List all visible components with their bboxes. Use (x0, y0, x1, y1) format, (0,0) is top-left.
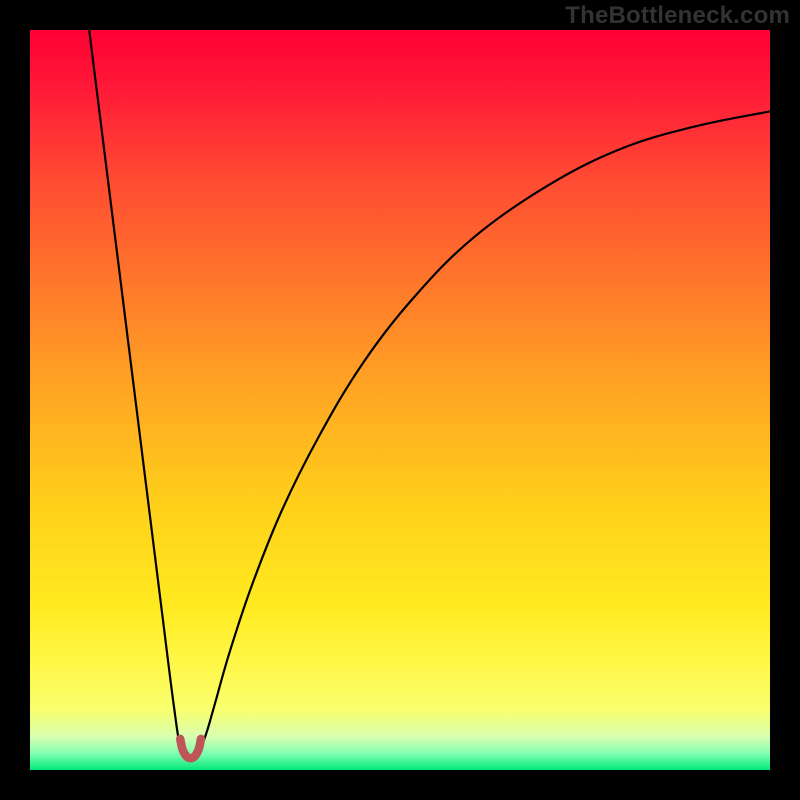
watermark-label: TheBottleneck.com (565, 2, 790, 30)
bottleneck-chart (0, 0, 800, 800)
chart-stage: TheBottleneck.com (0, 0, 800, 800)
gradient-panel (30, 30, 770, 770)
